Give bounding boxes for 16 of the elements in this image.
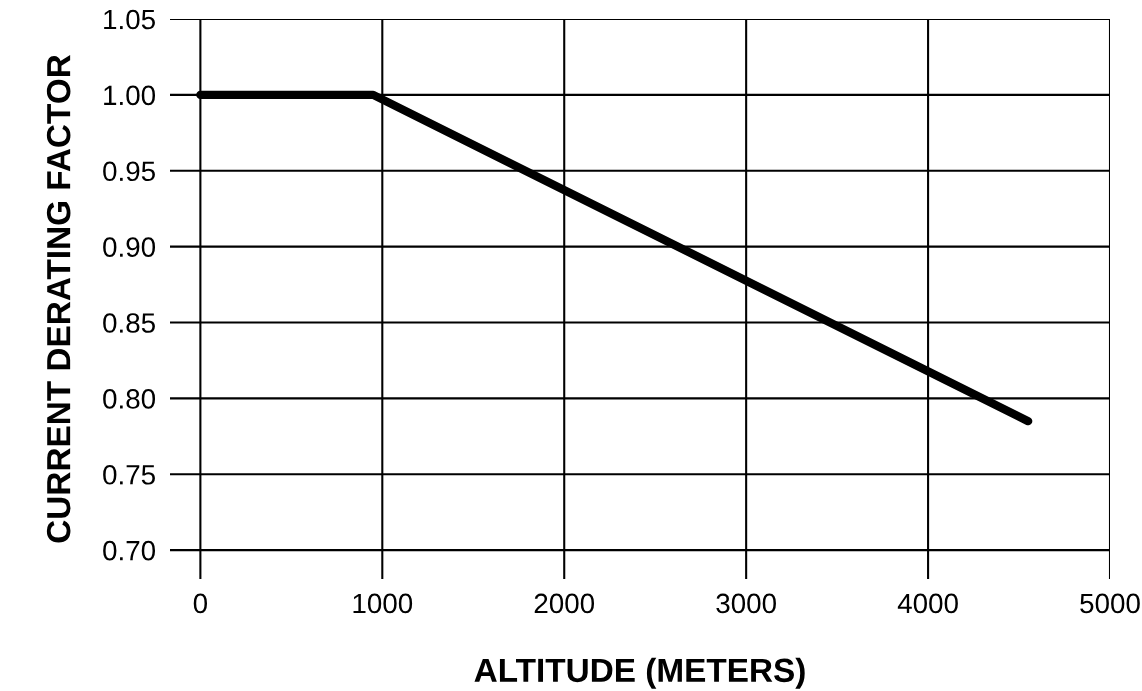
x-axis-title: ALTITUDE (METERS) [474,657,805,689]
x-tick-label: 0 [193,593,208,614]
x-tick-label: 3000 [716,593,776,614]
y-axis-title: CURRENT DERATING FACTOR [46,54,71,543]
x-tick-label: 5000 [1080,593,1140,614]
x-tick-label: 1000 [353,593,413,614]
y-tick-label: 0.90 [103,237,156,257]
y-tick-label: 1.00 [104,85,156,106]
x-tick-label: 4000 [897,593,958,614]
y-tick-label: 0.70 [103,540,156,561]
x-tick-label: 2000 [534,593,595,614]
y-tick-label: 0.85 [103,313,155,333]
y-tick-label: 0.80 [103,389,156,409]
y-tick-label: 1.05 [104,9,155,30]
y-tick-label: 0.95 [103,161,155,182]
y-tick-label: 0.75 [103,464,155,485]
